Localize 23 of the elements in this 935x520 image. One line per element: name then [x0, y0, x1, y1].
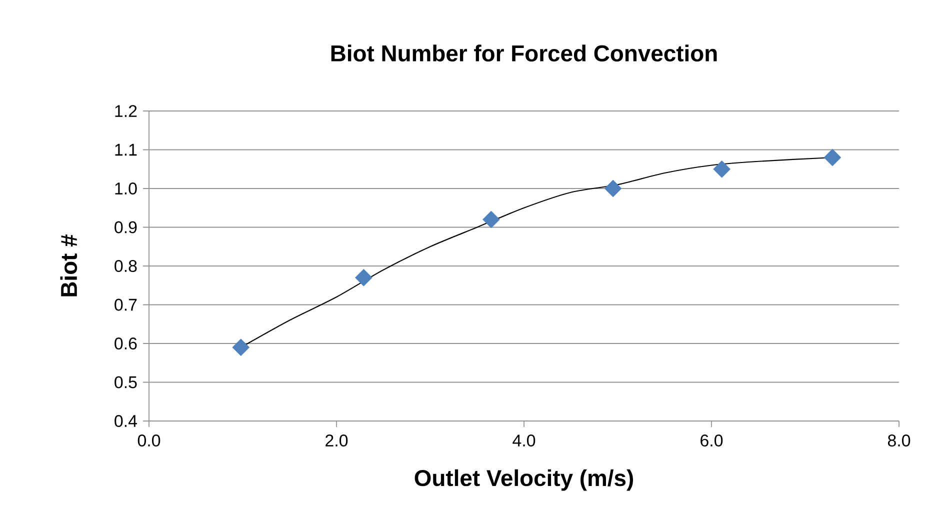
x-tick-label: 6.0	[700, 434, 723, 447]
chart-title: Biot Number for Forced Convection	[331, 44, 717, 62]
point	[232, 338, 250, 356]
x-axis-title: Outlet Velocity (m/s)	[414, 469, 633, 491]
y-tick-label: 0.4	[114, 415, 137, 427]
y-tick-label: 1.0	[115, 182, 137, 194]
point	[713, 160, 730, 178]
x-tick-label: 0.0	[138, 434, 160, 447]
y-tick-label: 1.1	[115, 144, 137, 156]
y-tick-label: 0.6	[114, 338, 137, 350]
y-tick-label: 0.7	[114, 298, 137, 311]
y-tick-label: 0.9	[114, 221, 137, 234]
point	[604, 180, 622, 198]
y-tick-label: 0.8	[114, 260, 137, 272]
y-axis-title: Biot #	[60, 234, 78, 296]
point	[824, 148, 842, 166]
x-tick-label: 2.0	[326, 434, 348, 447]
y-tick-label: 1.2	[115, 105, 137, 117]
x-tick-label: 4.0	[512, 434, 536, 447]
y-tick-label: 0.5	[114, 376, 137, 388]
point	[355, 268, 372, 286]
x-tick-label: 8.0	[888, 434, 910, 447]
point	[482, 210, 500, 228]
